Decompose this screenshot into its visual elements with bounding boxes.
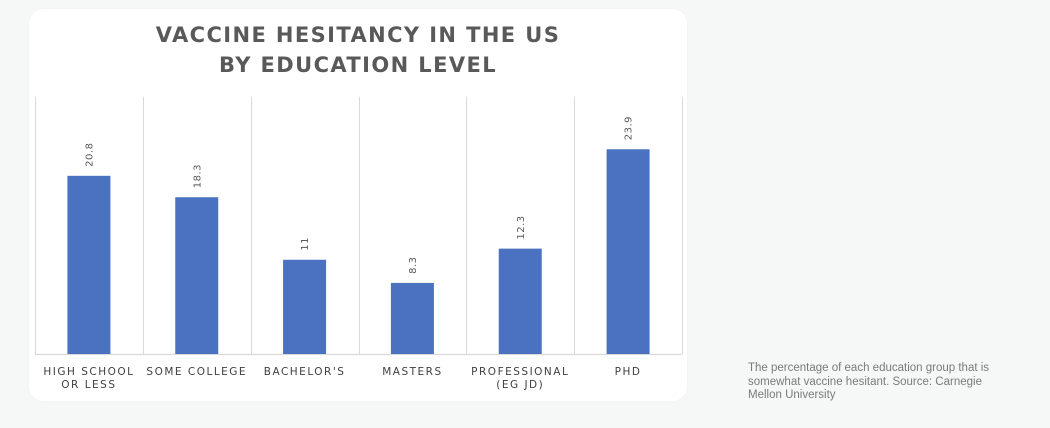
data-label: 20.8 (84, 143, 95, 167)
bar (283, 259, 327, 354)
data-label: 12.3 (516, 215, 527, 239)
data-label: 23.9 (624, 116, 635, 140)
chart-title-line-1: VACCINE HESITANCY IN THE US (155, 23, 561, 47)
bar (390, 282, 434, 354)
x-tick-label: OR LESS (61, 379, 116, 391)
chart-title: VACCINE HESITANCY IN THE US BY EDUCATION… (29, 20, 687, 80)
x-tick-label: HIGH SCHOOL (43, 366, 134, 378)
figure-caption: The percentage of each education group t… (748, 362, 990, 401)
bar (67, 175, 111, 354)
chart-card (29, 9, 687, 401)
x-tick-label: PROFESSIONAL (471, 366, 569, 378)
bar (606, 149, 650, 354)
x-tick-label: BACHELOR'S (264, 366, 346, 378)
data-label: 18.3 (192, 164, 203, 188)
data-label: 11 (300, 237, 311, 251)
data-label: 8.3 (408, 256, 419, 273)
x-tick-label: PHD (615, 366, 642, 378)
x-tick-label: (EG JD) (496, 379, 544, 391)
x-tick-label: MASTERS (382, 366, 442, 378)
chart-title-line-2: BY EDUCATION LEVEL (218, 53, 498, 77)
x-tick-label: SOME COLLEGE (146, 366, 247, 378)
bar (498, 248, 542, 354)
bar (175, 197, 219, 354)
